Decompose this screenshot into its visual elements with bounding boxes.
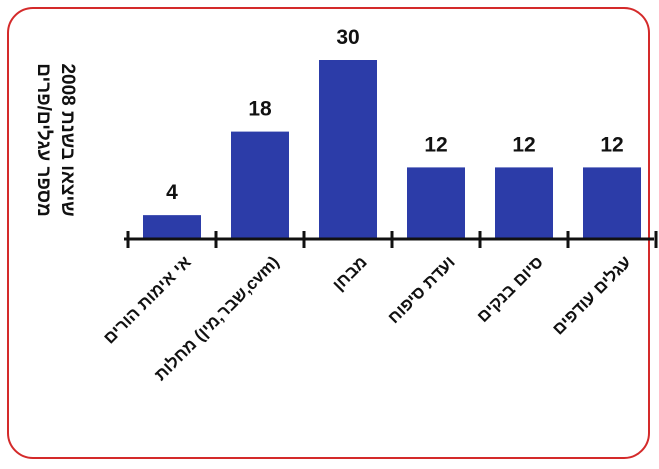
bar xyxy=(231,131,289,239)
value-labels-group: 4 18 30 12 12 12 xyxy=(166,26,624,204)
category-label: סיום בנקים xyxy=(473,252,547,326)
category-label: מבחן xyxy=(329,252,371,294)
category-label: עגלים עודפים xyxy=(549,252,635,338)
category-label: ועדת סיפוח xyxy=(384,252,459,327)
bars-group xyxy=(143,60,641,239)
y-axis-label-line-1: מספר עגלים/פרים xyxy=(33,63,54,217)
data-label: 18 xyxy=(248,98,272,121)
x-axis-ticks-group xyxy=(126,231,658,248)
data-label: 12 xyxy=(424,133,447,156)
category-label: אי אימות הורים xyxy=(100,252,196,348)
data-label: 4 xyxy=(166,181,178,204)
data-label: 12 xyxy=(600,133,623,156)
bar xyxy=(143,215,201,239)
bar xyxy=(583,167,641,239)
bar xyxy=(407,167,465,239)
data-label: 12 xyxy=(512,133,535,156)
y-axis-label-line-2: שיצאו בשנת 2008 xyxy=(57,63,78,216)
bar xyxy=(495,167,553,239)
bar xyxy=(319,60,377,239)
data-label: 30 xyxy=(336,26,359,49)
